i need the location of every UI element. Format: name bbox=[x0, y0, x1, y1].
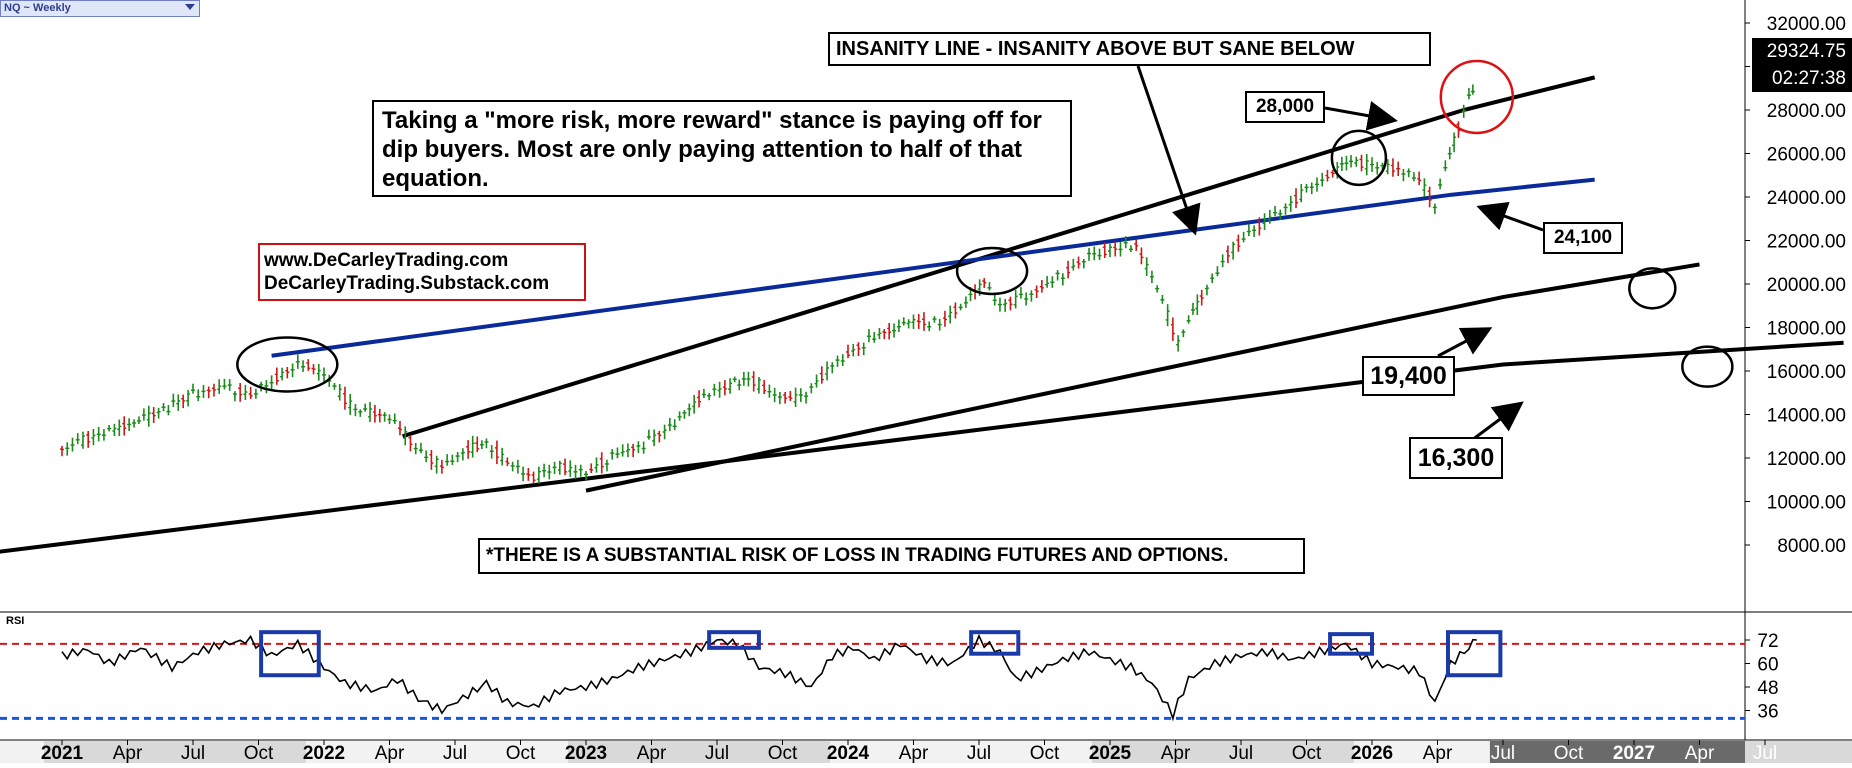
highlight-circle bbox=[955, 246, 1029, 296]
x-tick-label: Oct bbox=[1292, 743, 1322, 763]
y-tick-label: 28000.00 bbox=[1767, 101, 1846, 122]
level-label-24100: 24,100 bbox=[1543, 222, 1623, 254]
x-tick-label: 2027 bbox=[1613, 743, 1655, 763]
x-tick-label: Oct bbox=[768, 743, 798, 763]
highlight-circle bbox=[1681, 345, 1734, 388]
time-axis-year-shade bbox=[568, 741, 830, 763]
rsi-highlight-box bbox=[1445, 630, 1503, 678]
y-tick-label: 8000.00 bbox=[1777, 536, 1846, 557]
highlight-circle bbox=[1628, 267, 1677, 310]
x-tick-label: Oct bbox=[506, 743, 536, 763]
x-tick-label: 2025 bbox=[1089, 743, 1132, 763]
x-tick-label: Jul bbox=[443, 743, 467, 763]
x-tick-label: Apr bbox=[1161, 743, 1191, 763]
level-label-28000: 28,000 bbox=[1245, 91, 1325, 123]
trendline-16300 bbox=[0, 340, 1844, 554]
time-axis-year-shade bbox=[44, 741, 306, 763]
x-tick-label: Apr bbox=[1685, 743, 1715, 763]
x-tick-label: Apr bbox=[637, 743, 667, 763]
x-tick-label: Jul bbox=[181, 743, 205, 763]
rsi-y-tick-label: 36 bbox=[1757, 702, 1778, 723]
rsi-highlight-box bbox=[707, 630, 761, 650]
x-tick-label: Oct bbox=[1554, 743, 1584, 763]
rsi-highlight-box bbox=[969, 630, 1021, 656]
risk-disclaimer: *THERE IS A SUBSTANTIAL RISK OF LOSS IN … bbox=[478, 538, 1305, 574]
x-tick-label: 2021 bbox=[41, 743, 84, 763]
y-tick-label: 32000.00 bbox=[1767, 14, 1846, 35]
x-tick-label: 2023 bbox=[565, 743, 607, 763]
level-label-19400: 19,400 bbox=[1362, 356, 1455, 396]
rsi-y-tick-label: 72 bbox=[1757, 631, 1778, 652]
symbol-label: NQ ~ Weekly bbox=[4, 2, 71, 14]
x-tick-label: Jul bbox=[967, 743, 991, 763]
highlight-circle-red bbox=[1439, 59, 1515, 135]
y-tick-label: 12000.00 bbox=[1767, 449, 1846, 470]
x-tick-label: Apr bbox=[1423, 743, 1453, 763]
y-tick-label: 18000.00 bbox=[1767, 319, 1846, 340]
website-box: www.DeCarleyTrading.com DeCarleyTrading.… bbox=[258, 243, 586, 301]
x-tick-label: Jul bbox=[705, 743, 729, 763]
y-tick-label: 24000.00 bbox=[1767, 188, 1846, 209]
rsi-panel-label: RSI bbox=[6, 615, 25, 627]
y-tick-label: 10000.00 bbox=[1767, 493, 1846, 514]
rsi-y-tick-label: 48 bbox=[1757, 678, 1778, 699]
rsi-highlight-box bbox=[259, 630, 321, 678]
symbol-selector[interactable]: NQ ~ Weekly bbox=[0, 0, 200, 17]
x-tick-label: Apr bbox=[113, 743, 143, 763]
last-price-tag: 29324.75 bbox=[1752, 38, 1852, 65]
x-tick-label: Oct bbox=[1030, 743, 1060, 763]
x-tick-label: Jul bbox=[1229, 743, 1253, 763]
y-tick-label: 26000.00 bbox=[1767, 145, 1846, 166]
x-tick-label: 2026 bbox=[1351, 743, 1393, 763]
x-tick-label: Jul bbox=[1491, 743, 1515, 763]
y-tick-label: 14000.00 bbox=[1767, 406, 1846, 427]
x-tick-label: Jul bbox=[1753, 743, 1777, 763]
time-axis-year-shade bbox=[1092, 741, 1354, 763]
highlight-circle bbox=[236, 336, 339, 393]
time-axis-bg bbox=[0, 741, 1852, 763]
website-link-1[interactable]: www.DeCarleyTrading.com bbox=[264, 250, 509, 271]
price-bars bbox=[60, 84, 1475, 484]
x-tick-label: 2022 bbox=[303, 743, 345, 763]
x-tick-label: 2024 bbox=[827, 743, 870, 763]
x-tick-label: Apr bbox=[375, 743, 405, 763]
time-axis-future-shade bbox=[1489, 741, 1745, 763]
arrow-28000 bbox=[1324, 101, 1398, 131]
arrow-16300 bbox=[1471, 401, 1524, 442]
chevron-down-icon[interactable] bbox=[185, 4, 195, 10]
x-tick-label: Apr bbox=[899, 743, 929, 763]
arrow-24100 bbox=[1476, 202, 1544, 232]
commentary-box: Taking a "more risk, more reward" stance… bbox=[372, 100, 1072, 197]
y-tick-label: 22000.00 bbox=[1767, 232, 1846, 253]
trendline-24100 bbox=[271, 177, 1595, 358]
level-label-16300: 16,300 bbox=[1409, 437, 1503, 479]
arrow-insanity-label bbox=[1136, 65, 1201, 236]
insanity-line-label: INSANITY LINE - INSANITY ABOVE BUT SANE … bbox=[828, 32, 1431, 66]
highlight-circle bbox=[1330, 129, 1388, 187]
rsi-line bbox=[61, 633, 1477, 722]
rsi-highlight-box bbox=[1328, 632, 1374, 656]
arrow-19400 bbox=[1437, 327, 1493, 358]
y-tick-label: 20000.00 bbox=[1767, 275, 1846, 296]
y-tick-label: 16000.00 bbox=[1767, 362, 1846, 383]
rsi-y-tick-label: 60 bbox=[1757, 655, 1778, 676]
website-link-2[interactable]: DeCarleyTrading.Substack.com bbox=[264, 273, 550, 294]
x-tick-label: Oct bbox=[244, 743, 274, 763]
bar-countdown-tag: 02:27:38 bbox=[1752, 65, 1852, 92]
